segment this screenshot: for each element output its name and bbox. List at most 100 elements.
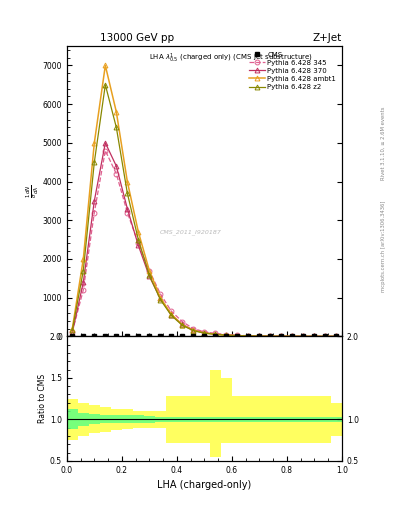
Pythia 6.428 z2: [224, 332, 229, 338]
Pythia 6.428 345: [323, 333, 328, 339]
Pythia 6.428 z2: [191, 328, 196, 334]
Pythia 6.428 370: [246, 333, 251, 339]
Pythia 6.428 z2: [257, 333, 262, 339]
Pythia 6.428 ambt1: [81, 256, 86, 262]
Pythia 6.428 z2: [268, 333, 273, 339]
Pythia 6.428 345: [301, 333, 306, 339]
Pythia 6.428 ambt1: [323, 333, 328, 339]
Pythia 6.428 ambt1: [235, 333, 240, 339]
Line: Pythia 6.428 ambt1: Pythia 6.428 ambt1: [70, 63, 339, 339]
CMS: [257, 333, 262, 339]
Line: Pythia 6.428 345: Pythia 6.428 345: [70, 148, 339, 339]
Pythia 6.428 370: [103, 140, 108, 146]
Legend: CMS, Pythia 6.428 345, Pythia 6.428 370, Pythia 6.428 ambt1, Pythia 6.428 z2: CMS, Pythia 6.428 345, Pythia 6.428 370,…: [247, 50, 338, 92]
Pythia 6.428 345: [158, 291, 163, 297]
Pythia 6.428 z2: [202, 330, 207, 336]
Pythia 6.428 370: [70, 329, 75, 335]
Pythia 6.428 ambt1: [268, 333, 273, 339]
Pythia 6.428 345: [268, 333, 273, 339]
Pythia 6.428 370: [224, 332, 229, 338]
Pythia 6.428 370: [235, 332, 240, 338]
Pythia 6.428 ambt1: [213, 331, 218, 337]
Pythia 6.428 370: [312, 333, 317, 339]
CMS: [323, 333, 328, 339]
X-axis label: LHA (charged-only): LHA (charged-only): [157, 480, 252, 490]
Pythia 6.428 345: [169, 308, 174, 314]
Pythia 6.428 ambt1: [180, 322, 185, 328]
Pythia 6.428 345: [279, 333, 284, 339]
Pythia 6.428 z2: [114, 124, 119, 131]
Pythia 6.428 ambt1: [224, 332, 229, 338]
Pythia 6.428 345: [312, 333, 317, 339]
Pythia 6.428 ambt1: [202, 330, 207, 336]
Text: 13000 GeV pp: 13000 GeV pp: [101, 33, 174, 44]
Pythia 6.428 ambt1: [246, 333, 251, 339]
Pythia 6.428 ambt1: [279, 333, 284, 339]
CMS: [180, 333, 185, 339]
Pythia 6.428 345: [180, 318, 185, 325]
Pythia 6.428 345: [224, 332, 229, 338]
Pythia 6.428 z2: [81, 267, 86, 273]
Pythia 6.428 ambt1: [334, 333, 339, 339]
Pythia 6.428 370: [301, 333, 306, 339]
Pythia 6.428 ambt1: [147, 267, 152, 273]
Pythia 6.428 370: [334, 333, 339, 339]
Pythia 6.428 345: [92, 209, 97, 216]
Pythia 6.428 ambt1: [136, 229, 141, 235]
CMS: [213, 333, 218, 339]
Pythia 6.428 z2: [70, 327, 75, 333]
Pythia 6.428 z2: [158, 296, 163, 303]
Pythia 6.428 345: [103, 147, 108, 154]
Pythia 6.428 370: [81, 279, 86, 285]
CMS: [114, 333, 119, 339]
Pythia 6.428 z2: [103, 82, 108, 88]
Pythia 6.428 ambt1: [114, 109, 119, 115]
Pythia 6.428 370: [158, 295, 163, 302]
CMS: [235, 333, 240, 339]
CMS: [147, 333, 152, 339]
Pythia 6.428 345: [70, 329, 75, 335]
Pythia 6.428 ambt1: [103, 62, 108, 69]
Pythia 6.428 345: [213, 330, 218, 336]
Pythia 6.428 345: [246, 333, 251, 339]
Line: CMS: CMS: [70, 334, 338, 338]
Pythia 6.428 z2: [213, 331, 218, 337]
CMS: [312, 333, 317, 339]
Text: CMS_2011_I920187: CMS_2011_I920187: [160, 229, 222, 234]
Pythia 6.428 z2: [92, 159, 97, 165]
Pythia 6.428 345: [114, 170, 119, 177]
Y-axis label: Ratio to CMS: Ratio to CMS: [38, 374, 47, 423]
Pythia 6.428 z2: [312, 333, 317, 339]
Pythia 6.428 z2: [334, 333, 339, 339]
CMS: [125, 333, 130, 339]
Pythia 6.428 ambt1: [290, 333, 295, 339]
Pythia 6.428 345: [257, 333, 262, 339]
Text: Rivet 3.1.10, ≥ 2.6M events: Rivet 3.1.10, ≥ 2.6M events: [381, 106, 386, 180]
CMS: [191, 333, 196, 339]
CMS: [202, 333, 207, 339]
Pythia 6.428 345: [235, 332, 240, 338]
CMS: [334, 333, 339, 339]
Pythia 6.428 z2: [235, 333, 240, 339]
CMS: [92, 333, 97, 339]
CMS: [158, 333, 163, 339]
Pythia 6.428 345: [81, 287, 86, 293]
Pythia 6.428 370: [114, 163, 119, 169]
Pythia 6.428 345: [191, 326, 196, 332]
Pythia 6.428 370: [125, 206, 130, 212]
Pythia 6.428 z2: [301, 333, 306, 339]
Line: Pythia 6.428 370: Pythia 6.428 370: [70, 140, 339, 339]
CMS: [279, 333, 284, 339]
Pythia 6.428 z2: [290, 333, 295, 339]
Pythia 6.428 345: [202, 329, 207, 335]
Pythia 6.428 z2: [323, 333, 328, 339]
Text: Z+Jet: Z+Jet: [313, 33, 342, 44]
Pythia 6.428 ambt1: [301, 333, 306, 339]
Pythia 6.428 370: [268, 333, 273, 339]
Pythia 6.428 ambt1: [191, 327, 196, 333]
Pythia 6.428 z2: [136, 237, 141, 243]
Pythia 6.428 z2: [125, 190, 130, 196]
Pythia 6.428 ambt1: [257, 333, 262, 339]
Pythia 6.428 ambt1: [70, 326, 75, 332]
Pythia 6.428 370: [191, 327, 196, 333]
